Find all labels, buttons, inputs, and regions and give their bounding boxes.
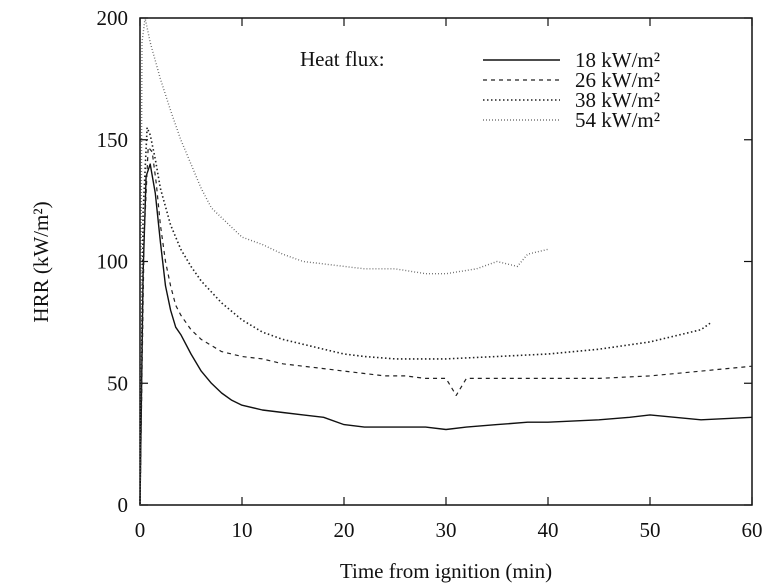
legend-entry: 38 kW/m² [575, 88, 660, 112]
x-tick-label: 40 [538, 518, 559, 542]
x-tick-label: 20 [334, 518, 355, 542]
y-tick-label: 50 [107, 371, 128, 395]
x-tick-label: 50 [640, 518, 661, 542]
legend-entry: 54 kW/m² [575, 108, 660, 132]
y-tick-label: 200 [97, 6, 129, 30]
x-axis-label: Time from ignition (min) [340, 559, 552, 583]
y-tick-label: 100 [97, 250, 129, 274]
x-tick-label: 0 [135, 518, 146, 542]
legend-title: Heat flux: [300, 47, 385, 71]
x-tick-label: 30 [436, 518, 457, 542]
x-tick-label: 10 [232, 518, 253, 542]
series-line [139, 126, 712, 506]
plot-frame [139, 17, 753, 506]
series-line [139, 17, 549, 506]
series-lines [139, 17, 753, 506]
y-axis-label: HRR (kW/m²) [29, 201, 53, 322]
y-tick-label: 0 [118, 493, 129, 517]
axis-ticks: 0 10 20 30 40 50 60 0 50 100 150 200 [97, 6, 763, 542]
x-tick-label: 60 [742, 518, 763, 542]
legend-entry: 26 kW/m² [575, 68, 660, 92]
series-line [139, 163, 753, 506]
legend-entry: 18 kW/m² [575, 48, 660, 72]
series-line [139, 146, 753, 506]
y-tick-label: 150 [97, 128, 129, 152]
